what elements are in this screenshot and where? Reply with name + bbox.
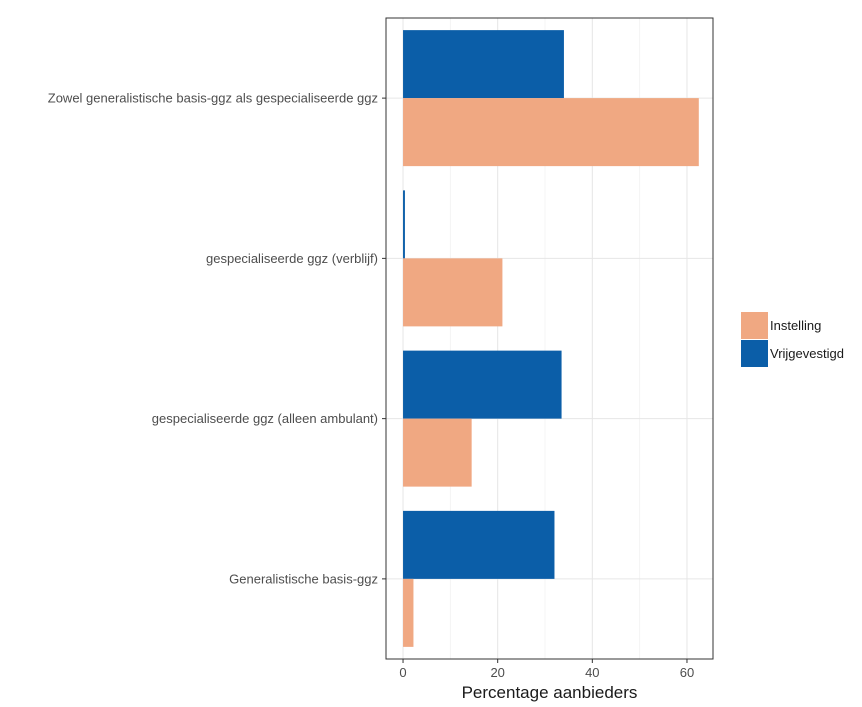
x-tick-label: 40 <box>585 665 599 680</box>
plot-panel-border <box>385 17 714 660</box>
x-tick-label: 0 <box>399 665 406 680</box>
bar-instelling-1 <box>403 98 699 167</box>
y-axis: Zowel generalistische basis-ggz als gesp… <box>48 91 386 586</box>
x-axis: 0 20 40 60 <box>399 659 694 680</box>
category-label: Zowel generalistische basis-ggz als gesp… <box>48 91 378 106</box>
bar-vrijgevestigd-3 <box>403 350 562 419</box>
bars <box>403 30 699 647</box>
legend-label: Vrijgevestigd <box>770 346 844 361</box>
bar-vrijgevestigd-2 <box>403 190 405 259</box>
legend-label: Instelling <box>770 318 821 333</box>
category-label: Generalistische basis-ggz <box>229 571 378 586</box>
bar-instelling-2 <box>403 258 503 327</box>
bar-instelling-3 <box>403 418 472 487</box>
category-label: gespecialiseerde ggz (alleen ambulant) <box>152 411 378 426</box>
legend-key-instelling <box>741 312 768 339</box>
category-label: gespecialiseerde ggz (verblijf) <box>206 251 378 266</box>
x-axis-title: Percentage aanbieders <box>462 683 638 702</box>
legend: Instelling Vrijgevestigd <box>741 312 844 367</box>
legend-key-vrijgevestigd <box>741 340 768 367</box>
bar-instelling-4 <box>403 578 414 647</box>
x-tick-label: 20 <box>490 665 504 680</box>
bar-vrijgevestigd-1 <box>403 30 564 99</box>
bar-vrijgevestigd-4 <box>403 510 555 579</box>
x-tick-label: 60 <box>680 665 694 680</box>
